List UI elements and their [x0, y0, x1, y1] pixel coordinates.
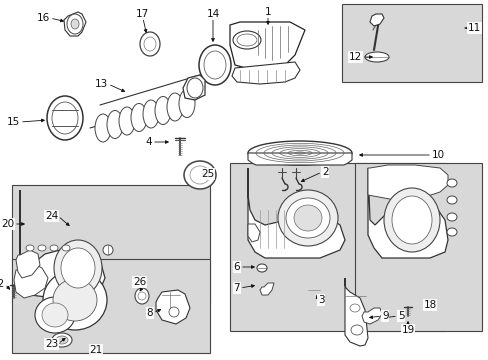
Bar	[354, 163, 481, 331]
Bar	[229, 163, 444, 331]
Text: 8: 8	[146, 308, 153, 318]
Text: 21: 21	[89, 345, 102, 355]
Ellipse shape	[199, 45, 230, 85]
Ellipse shape	[71, 19, 79, 29]
Ellipse shape	[52, 333, 72, 347]
Text: 23: 23	[45, 339, 58, 349]
Ellipse shape	[67, 14, 83, 34]
Ellipse shape	[26, 245, 34, 251]
Ellipse shape	[293, 205, 321, 231]
Text: 15: 15	[7, 117, 20, 127]
Ellipse shape	[391, 196, 431, 244]
Polygon shape	[64, 12, 86, 36]
Ellipse shape	[140, 32, 160, 56]
Ellipse shape	[167, 93, 183, 121]
Ellipse shape	[186, 78, 203, 98]
Text: 25: 25	[201, 169, 214, 179]
Ellipse shape	[56, 336, 68, 344]
Polygon shape	[16, 250, 40, 278]
Ellipse shape	[131, 104, 147, 131]
Text: 9: 9	[381, 311, 388, 321]
Polygon shape	[345, 278, 367, 346]
Ellipse shape	[54, 240, 102, 296]
Text: 22: 22	[0, 279, 5, 289]
Text: 13: 13	[95, 79, 108, 89]
Polygon shape	[247, 168, 345, 258]
Ellipse shape	[52, 102, 78, 134]
Text: 14: 14	[206, 9, 219, 19]
Ellipse shape	[119, 107, 135, 135]
Ellipse shape	[350, 325, 362, 335]
Ellipse shape	[107, 111, 123, 139]
Text: 20: 20	[1, 219, 14, 229]
Ellipse shape	[95, 114, 111, 142]
Ellipse shape	[62, 245, 70, 251]
Ellipse shape	[179, 90, 195, 117]
Text: 6: 6	[233, 262, 240, 272]
Ellipse shape	[349, 304, 359, 312]
Polygon shape	[260, 283, 273, 295]
Ellipse shape	[50, 245, 58, 251]
Text: 5: 5	[397, 311, 404, 321]
Bar	[12, 259, 209, 353]
Polygon shape	[367, 165, 447, 200]
Bar	[12, 185, 209, 303]
Text: 3: 3	[317, 295, 324, 305]
Ellipse shape	[364, 52, 388, 62]
Ellipse shape	[446, 228, 456, 236]
Text: 11: 11	[467, 23, 480, 33]
Ellipse shape	[155, 96, 171, 125]
Ellipse shape	[247, 141, 351, 165]
Text: 16: 16	[37, 13, 50, 23]
Bar	[341, 4, 481, 82]
Ellipse shape	[169, 307, 179, 317]
Text: 4: 4	[145, 137, 152, 147]
Text: 26: 26	[132, 277, 146, 287]
Ellipse shape	[135, 288, 149, 304]
Text: 18: 18	[423, 300, 436, 310]
Ellipse shape	[383, 188, 439, 252]
Polygon shape	[247, 224, 260, 242]
Ellipse shape	[35, 297, 75, 333]
Polygon shape	[367, 168, 447, 258]
Text: 24: 24	[45, 211, 58, 221]
Ellipse shape	[446, 179, 456, 187]
Ellipse shape	[257, 264, 266, 272]
Text: 19: 19	[401, 325, 414, 335]
Text: 10: 10	[431, 150, 444, 160]
Ellipse shape	[47, 96, 83, 140]
Polygon shape	[183, 75, 204, 100]
Text: 2: 2	[321, 167, 328, 177]
Polygon shape	[156, 290, 190, 324]
Polygon shape	[229, 22, 305, 72]
Ellipse shape	[203, 51, 225, 79]
Polygon shape	[369, 14, 383, 26]
Polygon shape	[361, 308, 381, 324]
Ellipse shape	[53, 279, 97, 321]
Ellipse shape	[278, 190, 337, 246]
Polygon shape	[247, 153, 351, 165]
Ellipse shape	[138, 292, 146, 300]
Polygon shape	[231, 62, 299, 84]
Polygon shape	[20, 190, 105, 298]
Text: 1: 1	[264, 7, 271, 17]
Ellipse shape	[232, 31, 261, 49]
Ellipse shape	[142, 100, 159, 128]
Ellipse shape	[143, 37, 156, 51]
Ellipse shape	[61, 248, 95, 288]
Ellipse shape	[38, 245, 46, 251]
Ellipse shape	[446, 196, 456, 204]
Text: 7: 7	[233, 283, 240, 293]
Text: 17: 17	[135, 9, 148, 19]
Ellipse shape	[190, 166, 209, 184]
Text: 12: 12	[348, 52, 361, 62]
Ellipse shape	[183, 161, 216, 189]
Ellipse shape	[43, 270, 107, 330]
Ellipse shape	[285, 198, 329, 238]
Ellipse shape	[42, 303, 68, 327]
Ellipse shape	[237, 34, 257, 46]
Polygon shape	[14, 264, 48, 298]
Ellipse shape	[446, 213, 456, 221]
Ellipse shape	[103, 245, 113, 255]
